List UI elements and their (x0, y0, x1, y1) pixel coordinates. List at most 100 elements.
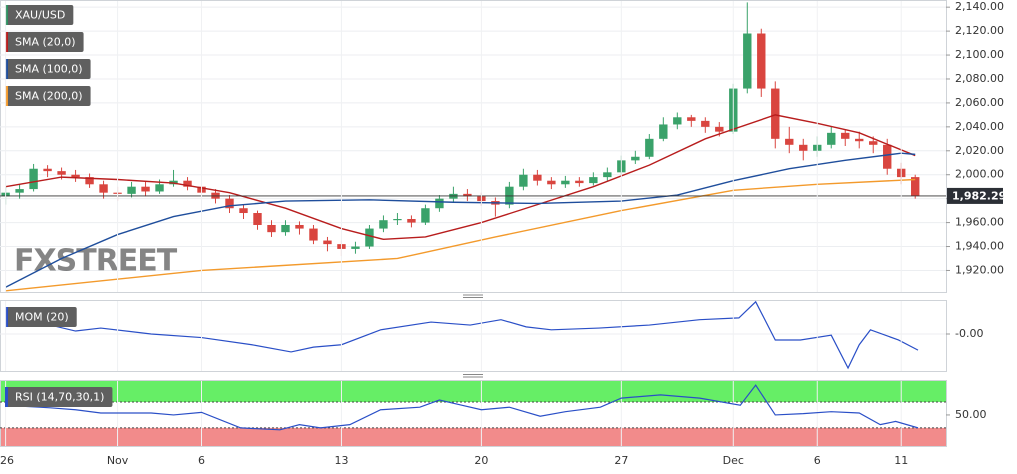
y-tick-label: 2,000.00 (955, 168, 1004, 181)
candle-body (141, 186, 150, 192)
y-tick-label: 2,100.00 (955, 48, 1004, 61)
candle-body (757, 33, 766, 89)
legend-swatch (5, 307, 8, 327)
candle-body (743, 33, 752, 89)
candle-body (85, 177, 94, 185)
y-tick-label: 2,040.00 (955, 120, 1004, 133)
panel-grip (463, 294, 483, 378)
y-tick-label: 2,120.00 (955, 24, 1004, 37)
y-tick-label: 1,940.00 (955, 240, 1004, 253)
candle-body (421, 208, 430, 223)
candle-body (43, 168, 52, 172)
x-tick-label: Dec (723, 454, 744, 467)
legend-swatch (5, 86, 8, 106)
candle-body (463, 193, 472, 197)
legend-item: RSI (14,70,30,1) (5, 387, 113, 407)
candle-body (323, 240, 332, 245)
candle-body (575, 180, 584, 184)
y-tick-label: -0.00 (955, 327, 983, 340)
candle-body (225, 198, 234, 209)
y-tick-label: 2,140.00 (955, 0, 1004, 13)
candle-body (29, 168, 38, 190)
legend-box (5, 32, 84, 52)
legend-swatch (5, 5, 8, 25)
candle-body (841, 132, 850, 139)
x-tick-label: 6 (814, 454, 821, 467)
legend-item: SMA (20,0) (5, 32, 84, 52)
candle-body (799, 144, 808, 151)
oversold-zone (1, 427, 946, 446)
candle-body (155, 184, 164, 192)
legend-box (5, 59, 91, 79)
x-tick-label: 13 (334, 454, 348, 467)
candle-body (57, 171, 66, 175)
candle-body (393, 219, 402, 221)
last-price-box (947, 187, 1003, 204)
candle-body (267, 224, 276, 233)
candle-body (659, 124, 668, 139)
legend-item: SMA (100,0) (5, 59, 91, 79)
candle-body (239, 208, 248, 214)
candle-body (309, 228, 318, 241)
x-tick-label: 11 (894, 454, 908, 467)
x-tick-label: 27 (614, 454, 628, 467)
legend-label: XAU/USD (15, 9, 65, 22)
candle-body (533, 174, 542, 181)
x-tick-label: 20 (474, 454, 488, 467)
candle-body (99, 184, 108, 193)
candle-body (785, 138, 794, 145)
candle-body (855, 138, 864, 142)
mom-panel (0, 300, 947, 372)
candle-body (701, 120, 710, 127)
candle-body (253, 213, 262, 225)
y-tick-label: 2,060.00 (955, 96, 1004, 109)
candle-body (183, 180, 192, 187)
panel-frames (0, 0, 947, 447)
legend-label: SMA (200,0) (15, 90, 83, 103)
x-tick-label: 6 (198, 454, 205, 467)
legend-item: XAU/USD (5, 5, 74, 25)
y-tick-label: 1,920.00 (955, 263, 1004, 276)
x-tick-label: Nov (107, 454, 129, 467)
candle-body (869, 141, 878, 145)
legend-item: MOM (20) (5, 307, 77, 327)
candle-body (827, 132, 836, 145)
candle-body (673, 117, 682, 125)
legend-label: SMA (100,0) (15, 63, 83, 76)
candle-body (911, 177, 920, 196)
legend-swatch (5, 32, 8, 52)
candle-body (631, 156, 640, 161)
y-tick-label: 2,020.00 (955, 144, 1004, 157)
candle-body (547, 180, 556, 185)
legend-box (5, 5, 74, 25)
legend-swatch (5, 59, 8, 79)
watermark: FXSTREET (14, 244, 178, 279)
candle-body (561, 180, 570, 185)
candle-body (589, 177, 598, 184)
legend-label: MOM (20) (15, 311, 69, 324)
legend-label: RSI (14,70,30,1) (15, 391, 104, 404)
candle-body (407, 219, 416, 223)
overbought-zone (1, 381, 946, 402)
legend-box (5, 307, 77, 327)
candle-body (379, 220, 388, 229)
candle-body (603, 172, 612, 178)
candle-body (295, 224, 304, 229)
legend-box (5, 86, 91, 106)
x-tick-label: 26 (0, 454, 14, 467)
indicator-line (5, 384, 919, 431)
legend-box (5, 387, 113, 407)
price-panel (0, 0, 947, 293)
candle-body (771, 88, 780, 139)
candle-body (365, 228, 374, 247)
sma-line (5, 178, 916, 292)
legend-item: SMA (200,0) (5, 86, 91, 106)
candle-body (645, 138, 654, 157)
last-price-label: 1,982.29 (952, 189, 1006, 202)
candle-body (127, 186, 136, 194)
candle-body (435, 198, 444, 209)
candle-body (883, 144, 892, 169)
indicator-line (5, 300, 919, 370)
candle-body (71, 174, 80, 178)
